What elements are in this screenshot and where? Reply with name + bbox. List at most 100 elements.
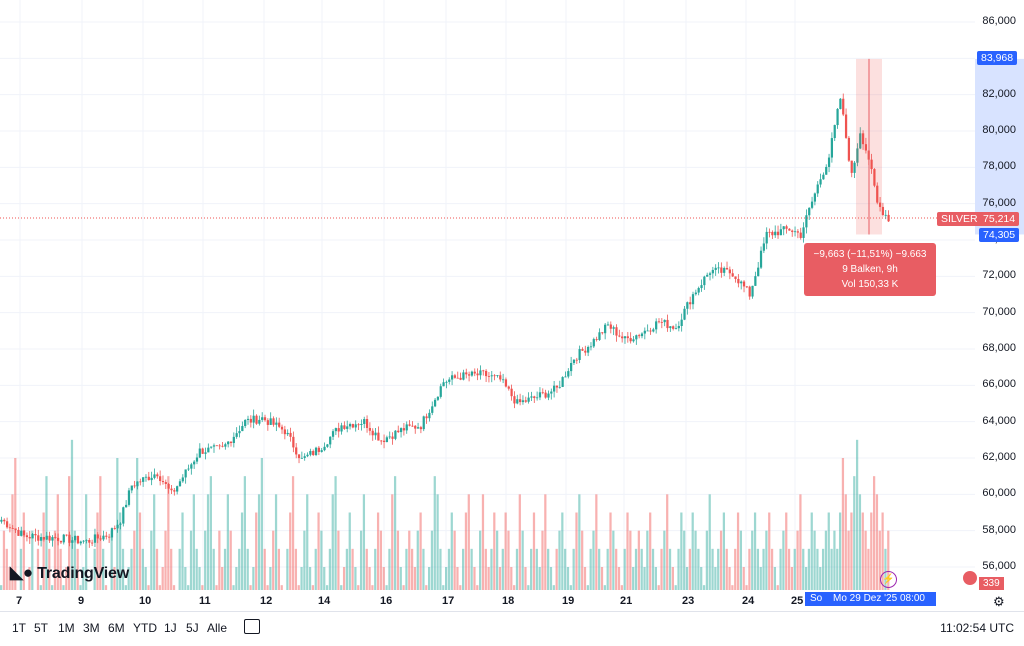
candle-body — [655, 321, 658, 330]
candle-body — [193, 461, 196, 465]
volume-bar — [734, 548, 737, 590]
candle-body — [388, 436, 391, 438]
lightning-icon[interactable]: ⚡ — [880, 571, 897, 588]
range-button-3m[interactable]: 3M — [83, 621, 100, 635]
volume-bar — [708, 494, 711, 590]
candle-body — [133, 485, 136, 487]
volume-badge: 339 — [979, 577, 1004, 590]
range-button-5j[interactable]: 5J — [186, 621, 199, 635]
candle-body — [635, 335, 638, 340]
price-tick-label: 72,000 — [982, 269, 1016, 282]
price-tick-label: 62,000 — [982, 451, 1016, 463]
range-button-ytd[interactable]: YTD — [133, 621, 157, 635]
volume-bar — [583, 567, 587, 590]
candle-body — [22, 530, 26, 536]
volume-bar — [263, 548, 266, 590]
volume-bar — [872, 476, 876, 590]
candle-body — [306, 454, 309, 457]
volume-bar — [714, 567, 717, 590]
candle-body — [11, 528, 14, 530]
candle-body — [638, 335, 641, 337]
candle-body — [856, 148, 859, 163]
candle-body — [187, 468, 190, 470]
volume-bar — [311, 585, 315, 590]
candle-body — [725, 267, 729, 270]
measure-low-badge: 74,305 — [979, 228, 1020, 242]
candle-body — [842, 98, 845, 115]
crosshair-day: So — [810, 593, 823, 604]
candle-body — [110, 528, 114, 538]
range-button-1m[interactable]: 1M — [58, 621, 75, 635]
volume-bar — [393, 476, 397, 590]
volume-bar — [42, 512, 45, 590]
range-button-1t[interactable]: 1T — [12, 621, 27, 635]
volume-bar — [476, 585, 479, 590]
candle-body — [850, 160, 853, 173]
price-chart[interactable] — [0, 0, 1024, 611]
candle-body — [224, 444, 227, 447]
candle-body — [484, 370, 488, 377]
candle-body — [329, 436, 332, 445]
volume-bar — [770, 548, 774, 590]
candle-body — [518, 399, 522, 403]
candle-body — [510, 388, 513, 397]
volume-bar — [178, 548, 181, 590]
date-range-calendar-icon[interactable] — [244, 619, 260, 634]
volume-bar — [198, 567, 201, 590]
volume-bar — [756, 548, 760, 590]
settings-gear-icon[interactable]: ⚙ — [993, 594, 1005, 609]
candle-body — [788, 228, 791, 231]
range-button-1j[interactable]: 1J — [164, 621, 177, 635]
volume-bar — [824, 530, 828, 590]
candle-body — [0, 519, 3, 522]
tradingview-logo[interactable]: ◣● TradingView — [10, 563, 129, 583]
candle-body — [487, 376, 491, 377]
volume-bar — [436, 494, 439, 590]
volume-bar — [838, 512, 842, 590]
price-tick-label: 70,000 — [982, 305, 1016, 318]
candle-body — [853, 162, 856, 173]
volume-bar — [127, 567, 130, 590]
volume-bar — [73, 530, 76, 590]
volume-bar — [291, 476, 295, 590]
volume-bar — [184, 567, 187, 590]
clock[interactable]: 11:02:54 UTC — [940, 621, 1014, 635]
volume-bar — [637, 530, 640, 590]
volume-bar — [518, 494, 521, 590]
candle-body — [861, 133, 865, 145]
candle-body — [592, 339, 595, 347]
candle-body — [8, 527, 12, 529]
volume-bar — [215, 585, 218, 590]
candle-body — [479, 370, 482, 376]
volume-bar — [753, 512, 757, 590]
candle-body — [159, 476, 162, 482]
volume-bar — [504, 512, 507, 590]
volume-bar — [688, 548, 691, 590]
candle-body — [275, 422, 278, 425]
volume-bar — [170, 548, 173, 590]
volume-bar — [722, 512, 726, 590]
volume-bar — [527, 585, 530, 590]
range-button-6m[interactable]: 6M — [108, 621, 125, 635]
volume-bar — [603, 585, 606, 590]
volume-bar — [340, 585, 343, 590]
volume-bar — [388, 548, 391, 590]
volume-bar — [359, 530, 363, 590]
candle-body — [544, 392, 547, 398]
range-button-5t[interactable]: 5T — [34, 621, 49, 635]
volume-bar — [663, 530, 666, 590]
candle-body — [363, 419, 366, 424]
volume-bar — [232, 585, 235, 590]
candle-body — [263, 417, 267, 421]
volume-bar — [0, 585, 3, 590]
volume-bar — [821, 548, 825, 590]
candle-body — [351, 424, 354, 428]
candle-body — [822, 174, 825, 180]
candle-body — [723, 267, 726, 273]
volume-bar — [416, 530, 419, 590]
volume-bar — [719, 530, 723, 590]
range-button-alle[interactable]: Alle — [207, 621, 228, 635]
volume-bar — [130, 548, 133, 590]
volume-bar — [274, 494, 278, 590]
